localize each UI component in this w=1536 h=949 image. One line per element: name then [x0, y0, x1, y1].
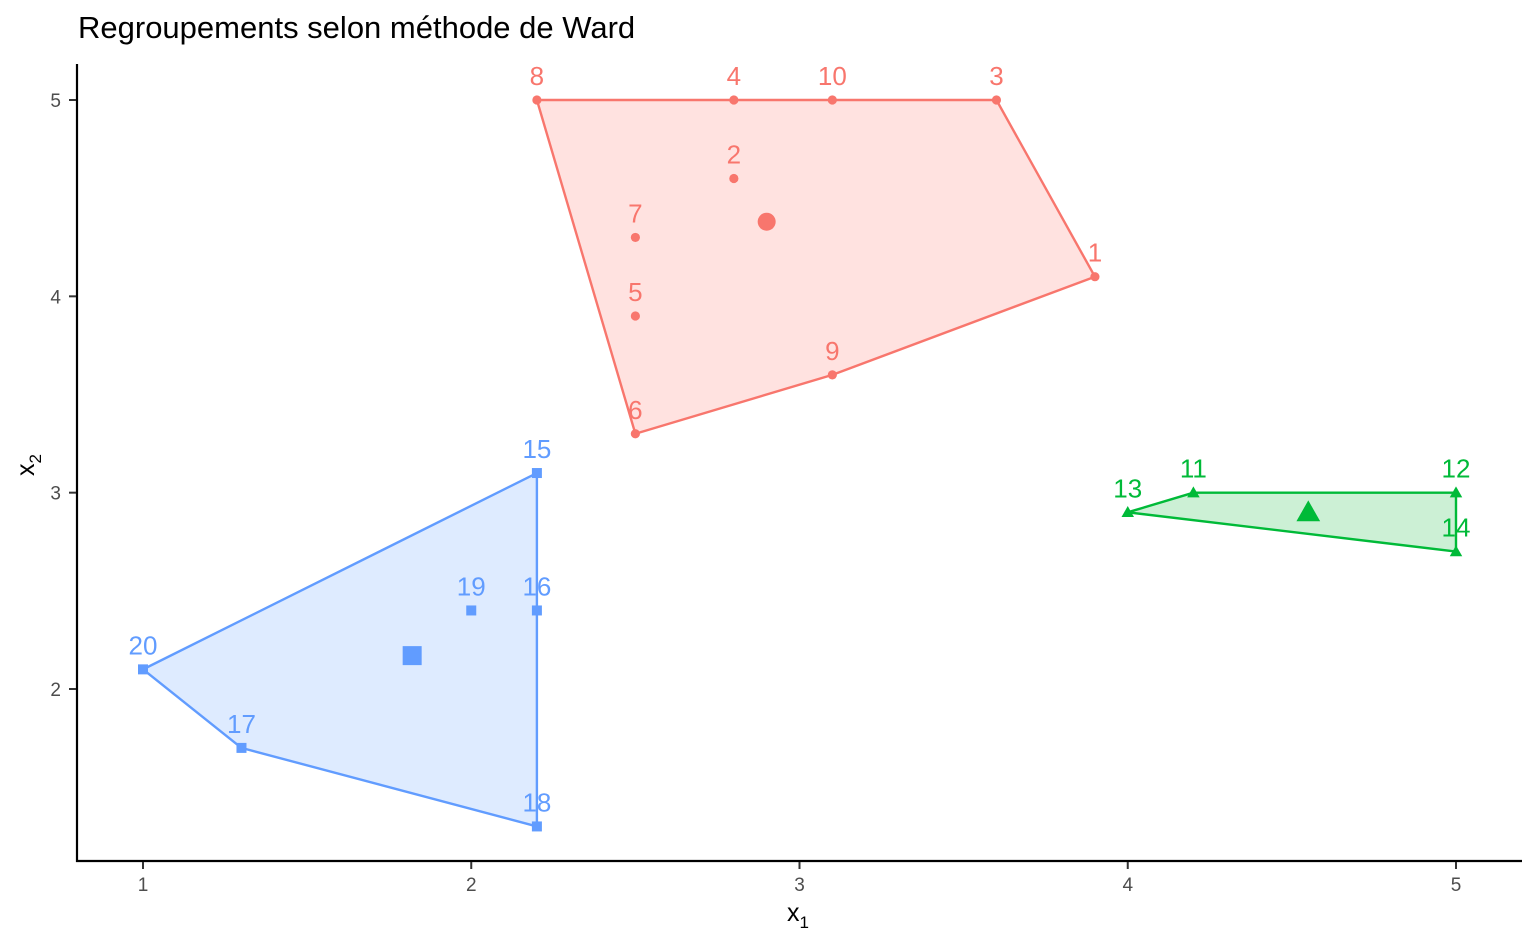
point-label-11: 11 — [1180, 454, 1207, 484]
x-tick-label: 2 — [466, 875, 477, 896]
point-label-7: 7 — [628, 198, 642, 228]
cluster-center-1 — [757, 212, 776, 231]
data-point-13 — [1121, 506, 1134, 517]
data-point-5 — [630, 311, 640, 321]
cluster-center-2 — [1296, 500, 1321, 522]
data-point-1 — [1090, 272, 1100, 282]
point-label-12: 12 — [1442, 454, 1471, 484]
y-tick-label: 3 — [50, 484, 61, 505]
data-point-7 — [630, 232, 640, 243]
data-point-10 — [827, 95, 837, 105]
point-label-1: 1 — [1088, 238, 1102, 268]
cluster-hulls — [141, 98, 1458, 828]
point-label-9: 9 — [825, 336, 839, 366]
point-label-5: 5 — [628, 277, 642, 307]
point-label-4: 4 — [727, 61, 741, 91]
point-label-18: 18 — [522, 787, 551, 817]
data-point-8 — [532, 95, 542, 105]
cluster-hull-1 — [535, 98, 1097, 435]
data-point-12 — [1449, 486, 1463, 498]
data-point-20 — [138, 664, 148, 675]
point-label-19: 19 — [457, 571, 486, 601]
data-point-2 — [729, 173, 739, 184]
y-ticks: 2 3 4 5 — [50, 91, 76, 701]
data-point-17 — [236, 742, 247, 753]
data-point-4 — [729, 95, 739, 105]
cluster-centers — [402, 212, 1321, 666]
point-label-20: 20 — [129, 630, 158, 660]
y-tick-label: 5 — [50, 91, 61, 112]
point-label-8: 8 — [530, 61, 544, 91]
point-label-10: 10 — [818, 61, 847, 91]
cluster-hull-3 — [141, 471, 539, 828]
point-label-15: 15 — [522, 434, 551, 464]
y-axis-title: x2 — [12, 454, 45, 476]
y-tick-label: 4 — [50, 287, 61, 308]
data-points — [138, 95, 1463, 832]
data-point-16 — [531, 605, 542, 616]
point-label-13: 13 — [1113, 473, 1142, 503]
cluster-hull-2 — [1126, 491, 1458, 553]
cluster-center-3 — [402, 646, 422, 666]
data-point-11 — [1187, 486, 1200, 498]
data-point-15 — [531, 468, 542, 479]
data-point-9 — [827, 370, 837, 380]
data-point-19 — [466, 605, 477, 616]
point-label-16: 16 — [522, 571, 551, 601]
y-tick-label: 2 — [50, 680, 61, 701]
point-label-6: 6 — [628, 395, 642, 425]
x-tick-label: 1 — [138, 875, 149, 896]
data-point-18 — [531, 821, 542, 832]
point-label-3: 3 — [989, 61, 1003, 91]
data-point-14 — [1449, 545, 1463, 557]
x-ticks: 1 2 3 4 5 — [138, 862, 1462, 896]
axes — [75, 64, 1522, 863]
point-label-17: 17 — [227, 709, 256, 739]
point-label-14: 14 — [1442, 513, 1471, 543]
point-label-2: 2 — [727, 140, 741, 170]
x-tick-label: 4 — [1122, 875, 1133, 896]
data-point-6 — [630, 429, 640, 439]
chart-title: Regroupements selon méthode de Ward — [78, 10, 636, 45]
data-point-3 — [991, 95, 1002, 105]
x-tick-label: 3 — [794, 875, 805, 896]
x-axis-title: x1 — [787, 899, 809, 932]
x-tick-label: 5 — [1451, 875, 1462, 896]
